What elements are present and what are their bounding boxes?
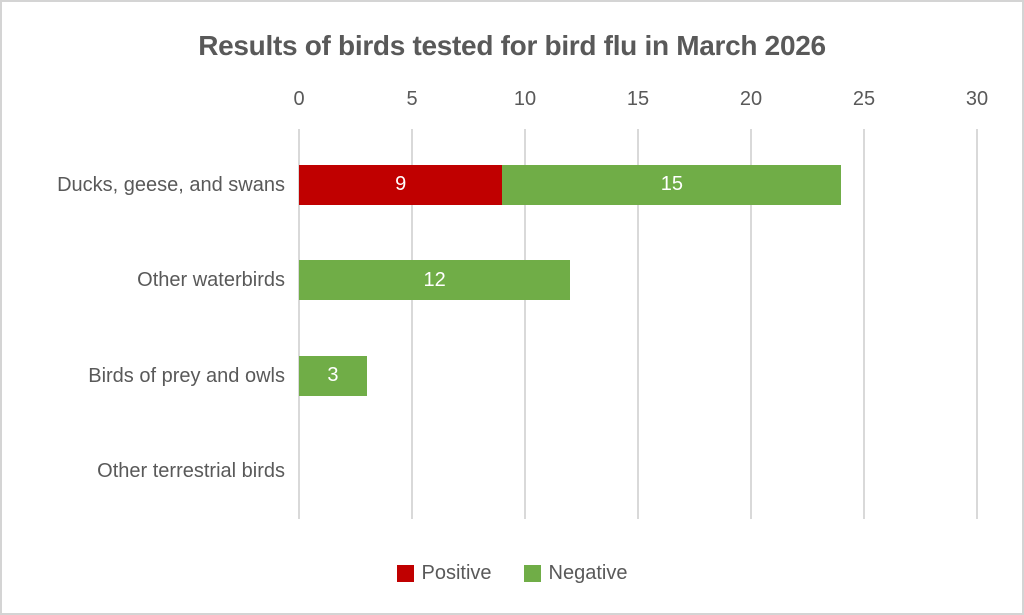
legend-swatch-icon bbox=[396, 565, 414, 582]
x-axis-tick-label: 20 bbox=[739, 88, 763, 110]
gridline bbox=[411, 137, 413, 519]
bar-value-label: 12 bbox=[423, 268, 446, 291]
x-axis-tick-mark bbox=[411, 129, 413, 137]
legend-item-positive: Positive bbox=[396, 562, 492, 585]
bar-segment-positive: 9 bbox=[299, 164, 503, 205]
gridline bbox=[298, 137, 300, 519]
legend-item-negative: Negative bbox=[523, 562, 628, 585]
category-label: Other terrestrial birds bbox=[97, 460, 285, 483]
chart-title: Results of birds tested for bird flu in … bbox=[198, 30, 826, 61]
x-axis-tick-mark bbox=[524, 129, 526, 137]
legend-swatch-icon bbox=[523, 565, 541, 582]
x-axis-tick-label: 15 bbox=[626, 88, 650, 110]
x-axis-tick-label: 0 bbox=[293, 88, 305, 110]
x-axis-tick-mark bbox=[637, 129, 639, 137]
legend-label: Negative bbox=[548, 562, 628, 584]
x-axis-tick-mark bbox=[863, 129, 865, 137]
legend-label: Positive bbox=[421, 562, 492, 584]
bar-segment-negative: 3 bbox=[299, 355, 367, 396]
gridline bbox=[750, 137, 752, 519]
bar-value-label: 3 bbox=[327, 364, 339, 387]
legend: Positive Negative bbox=[2, 562, 1022, 585]
category-label: Other waterbirds bbox=[137, 269, 285, 292]
x-axis-tick-mark bbox=[750, 129, 752, 137]
category-label: Birds of prey and owls bbox=[88, 364, 285, 387]
gridline bbox=[524, 137, 526, 519]
x-axis-tick-label: 10 bbox=[513, 88, 537, 110]
bar-segment-negative: 15 bbox=[502, 164, 842, 205]
bar-value-label: 9 bbox=[395, 173, 407, 196]
x-axis-tick-label: 30 bbox=[965, 88, 989, 110]
plot-area: 9 15 12 3 bbox=[298, 137, 978, 519]
gridline bbox=[976, 137, 978, 519]
x-axis-tick-label: 25 bbox=[852, 88, 876, 110]
category-label: Ducks, geese, and swans bbox=[57, 173, 285, 196]
x-axis-tick-label: 5 bbox=[406, 88, 418, 110]
bar-value-label: 15 bbox=[660, 173, 684, 196]
bar-segment-negative: 12 bbox=[299, 260, 571, 301]
gridline bbox=[637, 137, 639, 519]
x-axis-tick-mark bbox=[298, 129, 300, 137]
gridline bbox=[863, 137, 865, 519]
x-axis-tick-mark bbox=[976, 129, 978, 137]
